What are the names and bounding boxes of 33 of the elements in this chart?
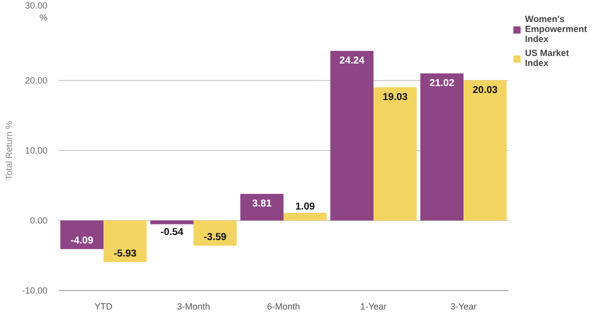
data-label: -5.93 — [114, 248, 137, 260]
bar — [240, 194, 284, 220]
y-tick-label: -10.00 — [22, 286, 48, 296]
y-axis-title: Total Return % — [4, 120, 14, 180]
y-tick-label: 30.00 % — [24, 0, 48, 22]
x-tick-label: 1-Year — [360, 302, 387, 312]
bar — [464, 80, 507, 220]
bar — [194, 220, 237, 246]
y-tick-label: 20.00 — [24, 76, 48, 86]
bar — [330, 50, 374, 220]
data-label: 3.81 — [252, 198, 272, 210]
bar — [284, 212, 327, 220]
data-label: 19.03 — [382, 92, 408, 103]
x-tick-label: YTD — [94, 302, 113, 312]
data-label: 1.09 — [295, 201, 316, 212]
legend-label: US Market Index — [525, 48, 570, 68]
legend-label: Women's Empowerment Index — [525, 14, 588, 44]
x-tick-label: 3-Year — [450, 302, 477, 312]
bar — [420, 73, 464, 220]
data-label: 20.03 — [472, 84, 498, 96]
data-label: -4.09 — [70, 236, 94, 247]
data-label: -3.59 — [204, 232, 227, 244]
y-tick-label: 0.00 — [30, 216, 48, 226]
data-label: 21.02 — [429, 78, 455, 89]
y-tick-label: 10.00 — [24, 146, 48, 156]
bar — [150, 220, 194, 224]
x-tick-label: 3-Month — [176, 302, 210, 312]
data-label: 24.24 — [339, 55, 365, 66]
bar — [104, 220, 147, 262]
bar — [60, 220, 104, 250]
x-tick-label: 6-Month — [266, 302, 300, 312]
data-label: -0.54 — [160, 226, 184, 238]
bar — [374, 87, 417, 220]
